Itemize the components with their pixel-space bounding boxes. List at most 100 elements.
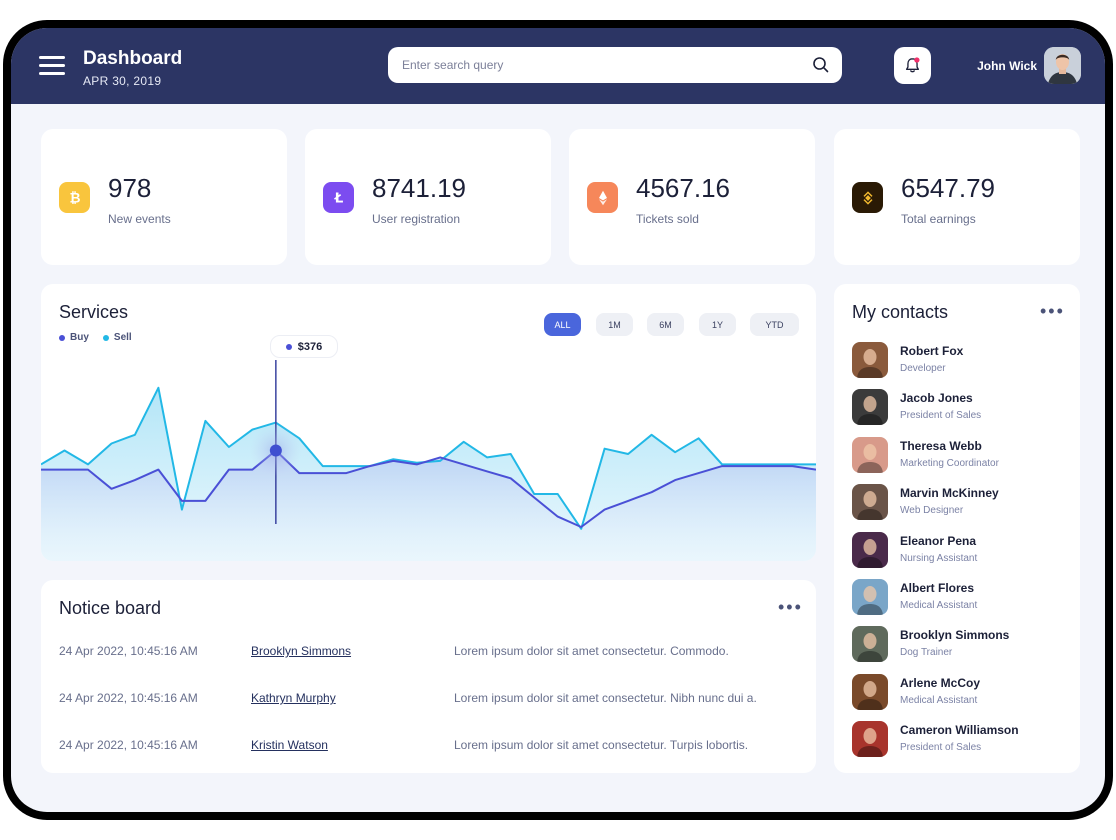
contact-name: Albert Flores (900, 581, 975, 595)
notice-date: 24 Apr 2022, 10:45:16 AM (59, 738, 198, 752)
tooltip-point (269, 444, 282, 457)
notice-text: Lorem ipsum dolor sit amet consectetur. … (454, 691, 757, 705)
contact-item[interactable]: Robert Fox Developer (852, 341, 1062, 379)
legend-label: Buy (70, 332, 89, 343)
search-icon[interactable] (812, 56, 830, 74)
contacts-card: My contacts ••• Robert Fox Developer Jacob… (834, 284, 1080, 773)
bitcoin-icon: ₿ (59, 182, 90, 213)
legend-item-sell: Sell (102, 332, 132, 343)
contact-avatar (852, 436, 888, 473)
contacts-title: My contacts (852, 302, 949, 322)
notice-date: 24 Apr 2022, 10:45:16 AM (59, 644, 198, 658)
series-area-buy (41, 450, 816, 561)
device-frame: Dashboard APR 30, 2019 John Wick (3, 20, 1113, 820)
legend-label: Sell (113, 332, 132, 343)
contact-name: Theresa Webb (900, 438, 982, 453)
period-selector: ALL 1M 6M 1Y YTD (544, 313, 799, 336)
top-header: Dashboard APR 30, 2019 John Wick (11, 28, 1105, 104)
menu-icon[interactable] (39, 56, 65, 76)
contact-item[interactable]: Theresa Webb Marketing Coordinator (852, 436, 1062, 474)
contact-item[interactable]: Marvin McKinney Web Designer (852, 483, 1062, 521)
contact-avatar (852, 484, 888, 521)
user-avatar-icon (1044, 47, 1081, 84)
contact-avatar (852, 342, 888, 378)
contact-role: Medical Assistant (900, 694, 978, 706)
bell-icon (905, 57, 920, 73)
contact-item[interactable]: Cameron Williamson President of Sales (852, 720, 1062, 758)
stat-card-new-events: ₿ 978 New events (41, 129, 287, 265)
notification-button[interactable] (894, 47, 931, 84)
period-button-1y[interactable]: 1Y (699, 313, 736, 336)
legend-item-buy: Buy (59, 332, 89, 343)
contact-avatar (852, 721, 888, 758)
period-button-1m[interactable]: 1M (596, 313, 633, 336)
contact-role: Marketing Coordinator (900, 457, 999, 469)
contact-role: Nursing Assistant (900, 552, 978, 564)
stat-value: 6547.79 (901, 173, 995, 203)
stat-value: 4567.16 (636, 173, 730, 203)
notice-date: 24 Apr 2022, 10:45:16 AM (59, 691, 198, 705)
notice-author-link[interactable]: Kristin Watson (251, 738, 328, 752)
chart-tooltip: $376 (270, 335, 338, 358)
contact-item[interactable]: Brooklyn Simmons Dog Trainer (852, 625, 1062, 663)
contact-name: Cameron Williamson (900, 723, 1019, 738)
stat-value: 8741.19 (372, 173, 466, 203)
stat-label: User registration (372, 212, 461, 226)
period-button-6m[interactable]: 6M (647, 313, 684, 336)
contact-item[interactable]: Albert Flores Medical Assistant (852, 578, 1062, 616)
user-avatar[interactable] (1044, 47, 1081, 84)
contact-role: Web Designer (900, 505, 964, 517)
contact-name: Marvin McKinney (900, 486, 999, 501)
contact-avatar (852, 626, 888, 663)
page-title: Dashboard (83, 48, 183, 69)
contact-role: Medical Assistant (900, 600, 978, 611)
contact-avatar (852, 579, 888, 615)
page-date: APR 30, 2019 (83, 74, 162, 88)
stat-value: 978 (108, 173, 152, 203)
notice-board-card: Notice board ••• 24 Apr 2022, 10:45:16 A… (41, 580, 816, 773)
contact-avatar (852, 673, 888, 710)
stat-card-total-earnings: 6547.79 Total earnings (834, 129, 1080, 265)
svg-text:₿: ₿ (69, 190, 80, 206)
stat-label: Total earnings (901, 212, 976, 226)
services-chart (41, 360, 816, 561)
period-button-all[interactable]: ALL (544, 313, 581, 336)
contact-role: Developer (900, 363, 946, 374)
search-input[interactable] (402, 47, 802, 83)
tooltip-dot (285, 343, 292, 350)
contact-name: Arlene McCoy (900, 675, 981, 690)
services-title: Services (59, 302, 129, 322)
search-bar (388, 47, 842, 83)
contact-name: Jacob Jones (900, 391, 973, 406)
chart-legend: Buy Sell (59, 332, 132, 343)
user-name: John Wick (977, 59, 1037, 73)
notice-text: Lorem ipsum dolor sit amet consectetur. … (454, 738, 749, 752)
contact-item[interactable]: Jacob Jones President of Sales (852, 388, 1062, 426)
notice-author-link[interactable]: Brooklyn Simmons (251, 644, 352, 658)
notice-author-link[interactable]: Kathryn Murphy (251, 691, 336, 705)
contact-role: President of Sales (900, 410, 982, 422)
dashboard-screen: Dashboard APR 30, 2019 John Wick (11, 28, 1105, 812)
more-options-icon[interactable]: ••• (1040, 301, 1065, 321)
legend-dot (59, 334, 65, 341)
stat-label: New events (108, 212, 171, 226)
period-button-ytd[interactable]: YTD (750, 313, 799, 336)
binance-icon (852, 182, 883, 213)
ethereum-icon (587, 182, 618, 213)
stat-card-tickets-sold: 4567.16 Tickets sold (569, 129, 815, 265)
contact-name: Robert Fox (900, 344, 964, 358)
stat-card-user-registration: Ł 8741.19 User registration (305, 129, 551, 265)
contact-item[interactable]: Eleanor Pena Nursing Assistant (852, 531, 1062, 569)
series-line-buy (41, 449, 816, 528)
more-options-icon[interactable]: ••• (778, 597, 803, 617)
services-chart-card: Services Buy Sell ALL 1M 6M 1Y YTD (41, 284, 816, 561)
contact-avatar (852, 531, 888, 568)
legend-dot (102, 334, 109, 341)
notice-board-title: Notice board (59, 598, 162, 618)
contact-item[interactable]: Arlene McCoy Medical Assistant (852, 673, 1062, 711)
contact-name: Brooklyn Simmons (900, 628, 1010, 643)
contact-name: Eleanor Pena (900, 533, 977, 548)
contact-role: President of Sales (900, 742, 982, 754)
contact-avatar (852, 389, 888, 426)
notice-text: Lorem ipsum dolor sit amet consectetur. … (454, 644, 729, 658)
